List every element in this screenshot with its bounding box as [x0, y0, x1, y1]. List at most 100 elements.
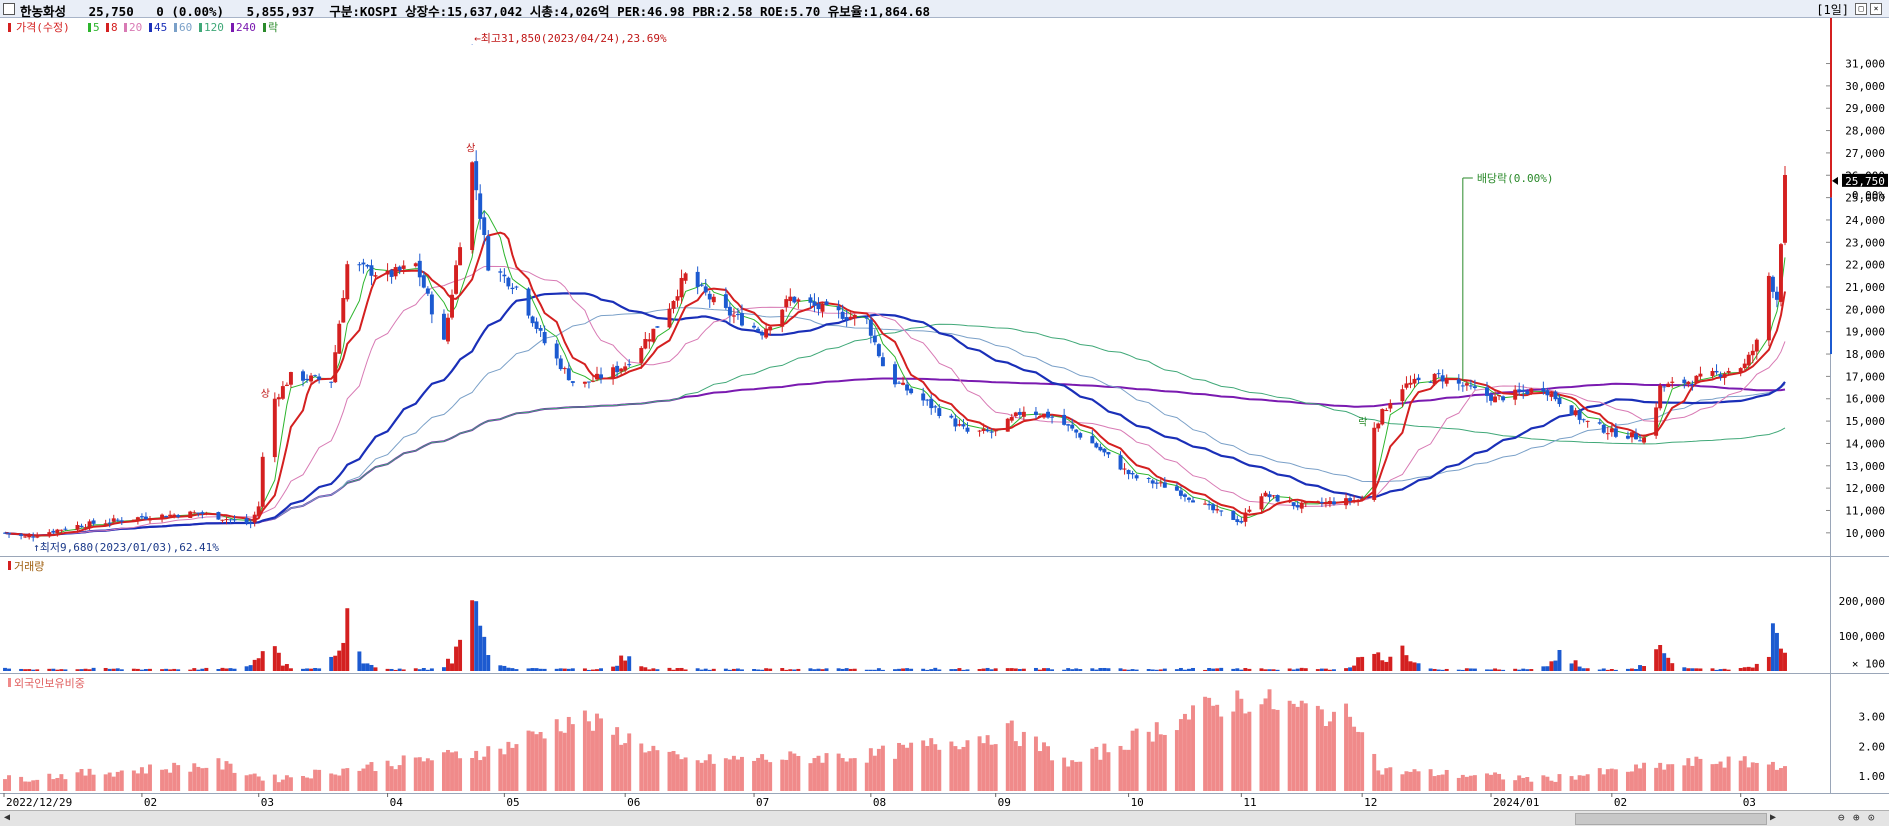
- volume-bar: [1154, 669, 1159, 671]
- candle-body: [1710, 371, 1715, 376]
- volume-bar: [1187, 668, 1191, 671]
- foreign-bar: [542, 738, 547, 791]
- candle-body: [252, 514, 257, 523]
- close-icon[interactable]: ×: [1870, 3, 1882, 15]
- foreign-bar: [1432, 776, 1437, 791]
- candle-body: [965, 427, 970, 432]
- foreign-bar: [216, 758, 221, 791]
- foreign-bar: [1718, 761, 1723, 791]
- candle-body: [1146, 478, 1151, 480]
- foreign-legend-marker: [8, 678, 11, 687]
- volume-bar: [51, 668, 56, 671]
- foreign-bar: [1078, 761, 1083, 791]
- volume-bar: [1319, 668, 1324, 671]
- candle-body: [510, 287, 515, 290]
- period-selector[interactable]: [1일]: [1816, 3, 1849, 17]
- candle-body: [204, 513, 209, 515]
- foreign-bar: [1066, 766, 1071, 791]
- chart-canvas[interactable]: 가격(수정) 5 8 20 45 60 120 240 락 ←최고31,850(2023/04/2…: [0, 18, 1889, 810]
- foreign-bar: [1344, 703, 1349, 791]
- volume-bar: [1263, 669, 1268, 671]
- select-checkbox[interactable]: [3, 3, 15, 15]
- volume-bar: [1460, 669, 1465, 671]
- foreign-bar: [1601, 774, 1606, 791]
- legend-marker: [106, 23, 109, 32]
- scrollbar-thumb[interactable]: [1575, 813, 1767, 825]
- candle-body: [1404, 383, 1409, 388]
- volume-bar: [276, 652, 281, 671]
- volume-bar: [711, 668, 716, 671]
- maximize-icon[interactable]: □: [1855, 3, 1867, 15]
- candle-body: [760, 332, 765, 336]
- candle-body: [1267, 494, 1272, 498]
- candle-body: [623, 366, 628, 371]
- volume-bar: [844, 668, 849, 671]
- y-tick-label: 30,000: [1845, 80, 1885, 93]
- volume-bar: [478, 625, 483, 671]
- legend-item: 240: [236, 21, 256, 34]
- volume-bar: [1360, 656, 1365, 671]
- volume-bar: [925, 669, 930, 671]
- volume-bar: [570, 668, 575, 671]
- foreign-bar: [1150, 741, 1155, 791]
- y-tick-label: 24,000: [1845, 214, 1885, 227]
- foreign-bar: [1698, 758, 1703, 791]
- volume-bar: [993, 668, 998, 671]
- candle-body: [1662, 386, 1667, 388]
- foreign-bar: [1670, 764, 1675, 791]
- foreign-bar: [1247, 711, 1252, 791]
- candle-body: [1231, 510, 1236, 520]
- volume-bar: [1605, 669, 1610, 671]
- volume-bar: [1464, 668, 1469, 671]
- volume-bar: [1158, 669, 1163, 671]
- foreign-bar: [1630, 771, 1634, 791]
- candle-body: [486, 236, 491, 271]
- foreign-bar: [1319, 709, 1324, 791]
- foreign-bar: [172, 762, 177, 791]
- volume-bar: [989, 669, 994, 671]
- zoom-reset-icon[interactable]: ⊙: [1868, 811, 1875, 824]
- candle-body: [1384, 410, 1389, 412]
- foreign-bar: [731, 755, 736, 791]
- candle-body: [1489, 394, 1493, 401]
- candle-body: [1380, 409, 1385, 425]
- foreign-bar: [711, 763, 716, 791]
- zoom-in-icon[interactable]: ⊕: [1853, 811, 1860, 824]
- volume-bar: [752, 668, 757, 671]
- candle-body: [1545, 390, 1550, 396]
- candle-body: [1742, 363, 1747, 369]
- candle-body: [1126, 470, 1131, 475]
- horizontal-scrollbar[interactable]: ◀ ▶ ⊖ ⊕ ⊙: [0, 810, 1889, 826]
- candle-body: [526, 288, 531, 316]
- candle-body: [1352, 500, 1357, 503]
- candle-body: [530, 316, 535, 324]
- volume-bar: [47, 668, 52, 671]
- foreign-bar: [1742, 756, 1747, 791]
- scroll-left-icon[interactable]: ◀: [4, 812, 11, 823]
- foreign-bar: [623, 743, 628, 791]
- volume-bar: [506, 667, 511, 671]
- volume-bar: [1581, 668, 1586, 671]
- volume-bar: [868, 669, 873, 671]
- foreign-bar: [1638, 768, 1642, 791]
- zoom-out-icon[interactable]: ⊖: [1838, 811, 1845, 824]
- foreign-bar: [1106, 752, 1111, 791]
- volume-bar: [357, 651, 362, 671]
- legend-item: 45: [154, 21, 167, 34]
- foreign-bar: [474, 750, 479, 791]
- candle-body: [280, 386, 285, 399]
- foreign-bar: [1436, 775, 1441, 791]
- volume-bar: [1062, 669, 1067, 671]
- foreign-bar: [1412, 769, 1417, 791]
- foreign-bar: [1315, 705, 1320, 791]
- volume-bar: [498, 665, 503, 671]
- candle-body: [562, 368, 567, 370]
- volume-bar: [1275, 669, 1280, 671]
- foreign-bar: [1557, 774, 1562, 791]
- low-annotation: ↑최저9,680(2023/01/03),62.41%: [33, 541, 219, 554]
- candle-body: [1694, 375, 1699, 384]
- foreign-bar: [852, 758, 857, 791]
- foreign-bar: [272, 774, 277, 791]
- scroll-right-icon[interactable]: ▶: [1770, 812, 1777, 823]
- candle-body: [1766, 275, 1771, 341]
